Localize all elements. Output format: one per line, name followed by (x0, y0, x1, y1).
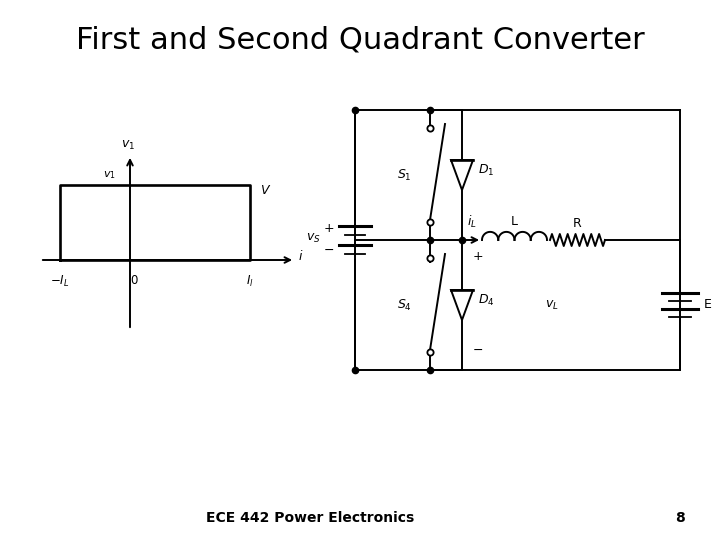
Text: −: − (473, 343, 483, 356)
Text: $i_L$: $i_L$ (467, 214, 477, 230)
Text: 8: 8 (675, 511, 685, 525)
Text: E: E (704, 299, 712, 312)
Text: −: − (323, 244, 334, 256)
Text: $V$: $V$ (260, 184, 271, 197)
Text: ECE 442 Power Electronics: ECE 442 Power Electronics (206, 511, 414, 525)
Text: $D_4$: $D_4$ (478, 293, 495, 308)
Text: $v_L$: $v_L$ (545, 299, 559, 312)
Text: $v_S$: $v_S$ (306, 232, 321, 245)
Text: $0$: $0$ (130, 274, 138, 287)
Text: First and Second Quadrant Converter: First and Second Quadrant Converter (76, 25, 644, 54)
Text: +: + (473, 249, 483, 262)
Text: $S_4$: $S_4$ (397, 298, 412, 313)
Text: $D_1$: $D_1$ (478, 163, 495, 178)
Text: $v_1$: $v_1$ (103, 169, 116, 181)
Text: R: R (573, 217, 582, 230)
Text: $S_1$: $S_1$ (397, 167, 412, 183)
Text: $-I_L$: $-I_L$ (50, 274, 70, 289)
Text: $i$: $i$ (298, 249, 303, 263)
Text: L: L (511, 215, 518, 228)
Text: +: + (323, 221, 334, 234)
Text: $v_1$: $v_1$ (121, 139, 135, 152)
Text: $I_l$: $I_l$ (246, 274, 254, 289)
